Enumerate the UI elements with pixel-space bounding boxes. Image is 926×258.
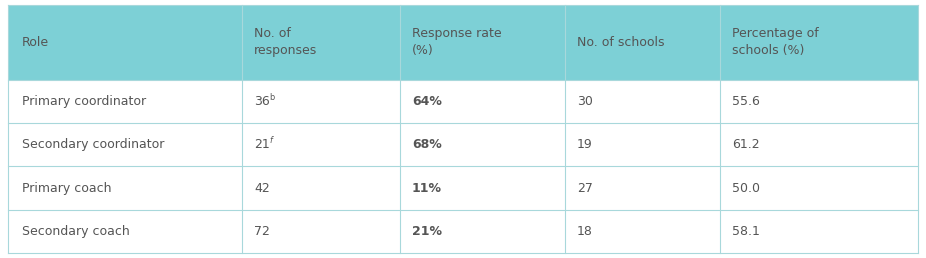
Text: Primary coordinator: Primary coordinator — [22, 95, 146, 108]
Bar — [8, 166, 918, 210]
Bar — [8, 80, 918, 123]
Text: 11%: 11% — [412, 182, 442, 195]
Text: 61.2: 61.2 — [732, 138, 759, 151]
Text: 72: 72 — [254, 225, 269, 238]
Text: 64%: 64% — [412, 95, 442, 108]
Text: 36: 36 — [254, 95, 269, 108]
Text: 18: 18 — [577, 225, 593, 238]
Text: 27: 27 — [577, 182, 593, 195]
Bar — [8, 123, 918, 166]
Text: Secondary coordinator: Secondary coordinator — [22, 138, 165, 151]
Text: 58.1: 58.1 — [732, 225, 760, 238]
Text: No. of schools: No. of schools — [577, 36, 665, 49]
Text: Percentage of
schools (%): Percentage of schools (%) — [732, 28, 819, 58]
Text: 30: 30 — [577, 95, 593, 108]
Text: Role: Role — [22, 36, 49, 49]
Text: 50.0: 50.0 — [732, 182, 760, 195]
Text: 42: 42 — [254, 182, 269, 195]
Text: 19: 19 — [577, 138, 593, 151]
Text: 55.6: 55.6 — [732, 95, 760, 108]
Text: No. of
responses: No. of responses — [254, 28, 318, 58]
Text: Secondary coach: Secondary coach — [22, 225, 130, 238]
Text: Primary coach: Primary coach — [22, 182, 111, 195]
Text: 21: 21 — [254, 138, 269, 151]
Text: 68%: 68% — [412, 138, 442, 151]
Bar — [8, 5, 918, 80]
Bar — [8, 210, 918, 253]
Text: 21%: 21% — [412, 225, 442, 238]
Text: Response rate
(%): Response rate (%) — [412, 28, 502, 58]
Text: f: f — [269, 136, 272, 145]
Text: b: b — [269, 93, 275, 102]
